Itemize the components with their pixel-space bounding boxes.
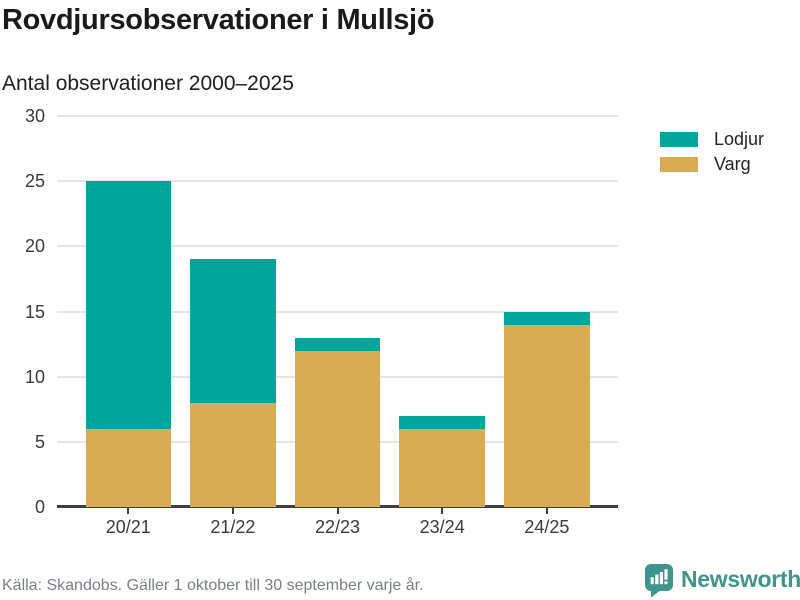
x-tick	[336, 507, 339, 514]
chart-subtitle: Antal observationer 2000–2025	[2, 72, 294, 95]
bar-23-24-lodjur	[399, 415, 485, 429]
chart-title: Rovdjursobservationer i Mullsjö	[2, 4, 435, 36]
bar-24-25-lodjur	[504, 311, 590, 325]
newsworthy-logo[interactable]: Newsworthy	[645, 564, 800, 600]
plot-area	[55, 115, 618, 508]
gridline-30	[57, 115, 618, 117]
bar-20-21-varg	[85, 428, 171, 507]
x-axis-label: 20/21	[105, 517, 151, 537]
legend-item-varg: Varg	[660, 154, 764, 174]
bar-22-23-varg	[294, 350, 381, 507]
bar-21-22-varg	[190, 402, 276, 507]
legend-label: Lodjur	[714, 129, 765, 149]
bar-22-23-lodjur	[294, 337, 381, 351]
source-note: Källa: Skandobs. Gäller 1 oktober till 3…	[2, 577, 424, 594]
y-axis-label: 30	[24, 106, 45, 126]
y-axis-label: 20	[24, 236, 45, 257]
legend-item-lodjur: Lodjur	[660, 129, 765, 149]
varg-color-swatch	[660, 156, 698, 172]
legend-label: Varg	[714, 154, 751, 174]
gridline-25	[57, 180, 618, 183]
x-axis-label: 24/25	[524, 517, 570, 537]
y-axis-label: 0	[34, 497, 45, 517]
y-axis-label: 10	[24, 366, 45, 387]
bar-24-25-varg	[504, 324, 590, 507]
gridline-20	[57, 245, 618, 248]
x-axis-label: 21/22	[210, 517, 256, 537]
speech-bubble-bar-chart-icon	[645, 564, 673, 600]
legend: Lodjur Varg	[660, 129, 765, 181]
lodjur-color-swatch	[660, 131, 698, 147]
x-tick	[441, 507, 444, 514]
x-tick	[231, 507, 234, 514]
brand-name: Newsworthy	[681, 566, 800, 592]
bar-21-22-lodjur	[190, 259, 276, 403]
x-tick	[127, 507, 130, 514]
bar-20-21-lodjur	[85, 181, 171, 429]
x-axis-label: 22/23	[315, 517, 361, 537]
y-axis-label: 25	[24, 171, 45, 192]
y-axis-label: 15	[24, 301, 45, 322]
bar-23-24-varg	[399, 428, 485, 507]
x-axis-label: 23/24	[419, 517, 465, 537]
x-tick	[545, 507, 548, 514]
y-axis-label: 5	[34, 431, 45, 452]
gridline-15	[57, 310, 618, 313]
